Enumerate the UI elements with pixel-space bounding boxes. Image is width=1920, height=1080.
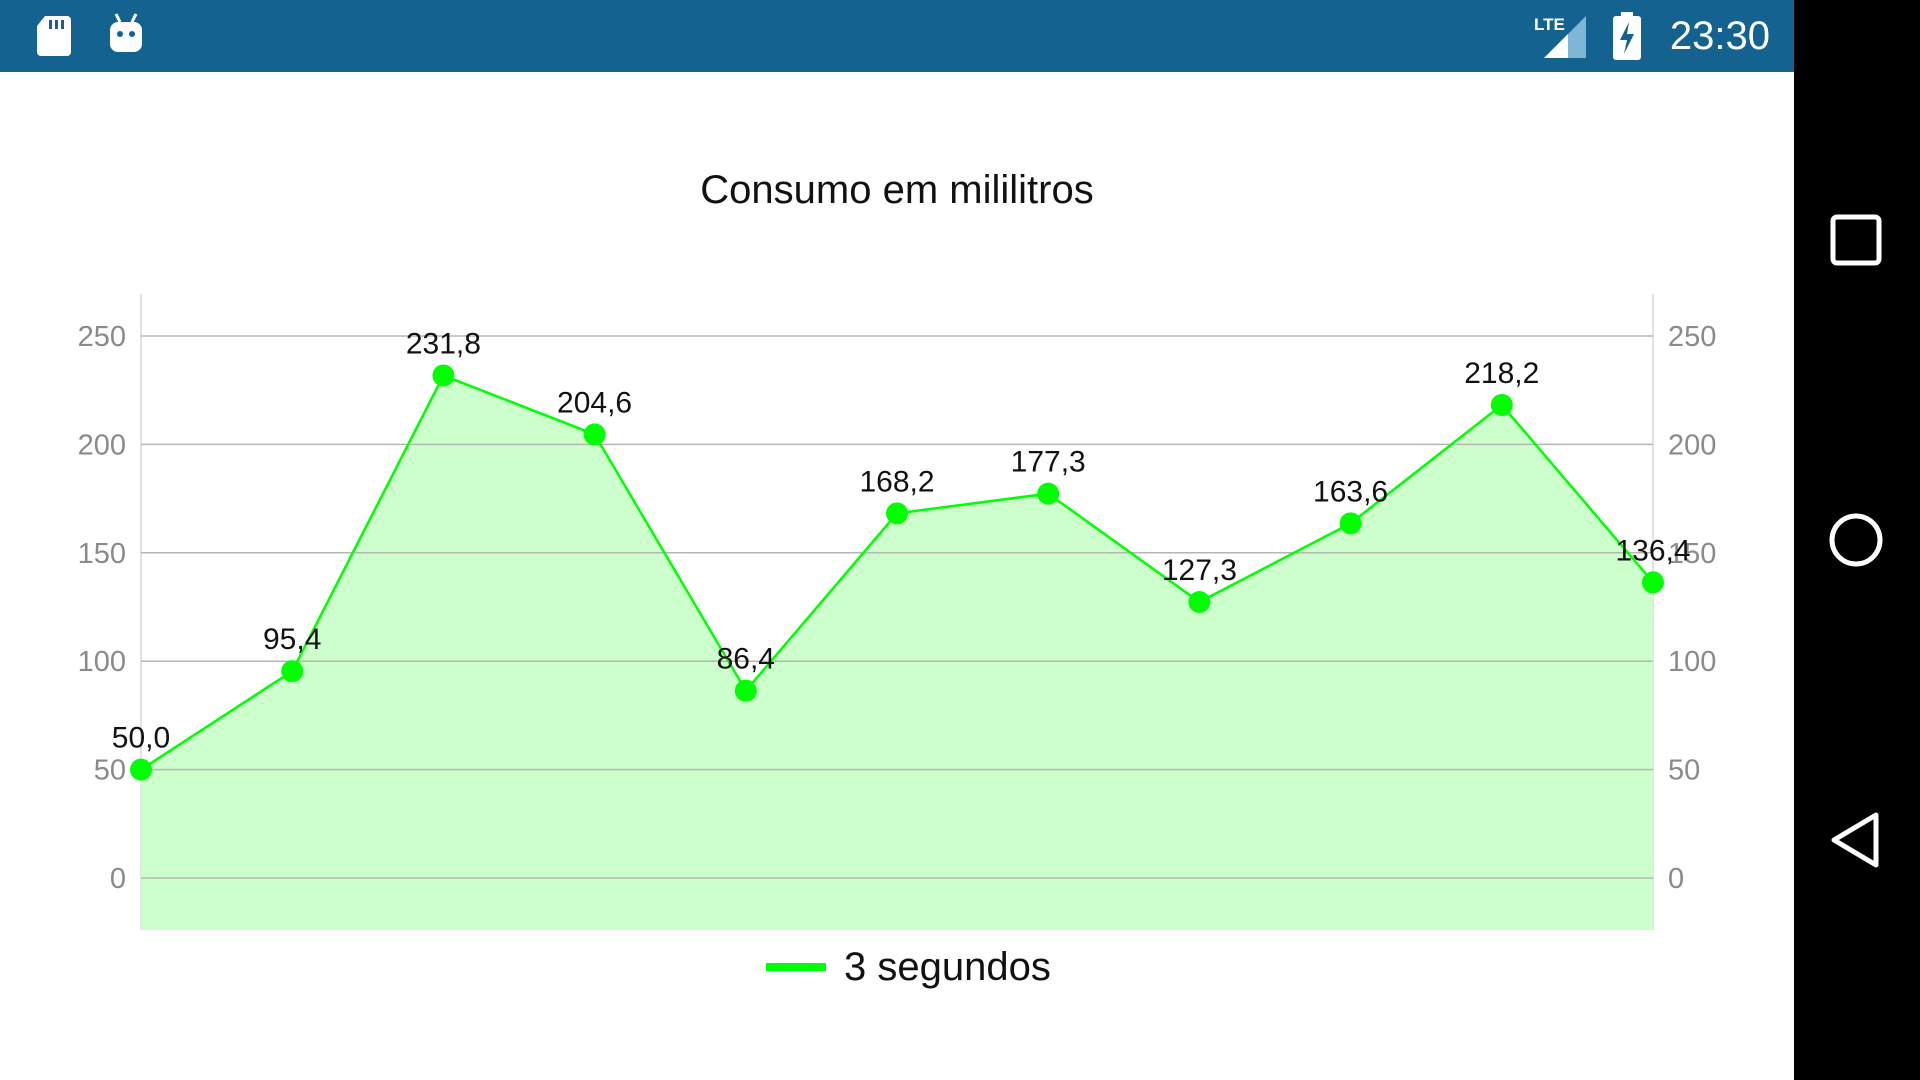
data-point xyxy=(281,660,304,683)
data-point xyxy=(1188,591,1211,614)
android-debug-icon xyxy=(110,13,142,52)
chart-plot: 0 0 50 50 100 100 150 150 200 200 250 250 50,0 95,4 23… xyxy=(78,294,1716,930)
chart-title: Consumo em mililitros xyxy=(700,168,1094,212)
data-point xyxy=(734,679,757,702)
data-label: 127,3 xyxy=(1162,554,1237,587)
data-label: 50,0 xyxy=(112,722,170,755)
legend-swatch xyxy=(766,963,826,971)
y-tick-label-left: 150 xyxy=(78,538,126,570)
y-tick-label-right: 50 xyxy=(1668,755,1700,787)
y-tick-label-left: 250 xyxy=(78,321,126,353)
y-tick-label-right: 100 xyxy=(1668,646,1716,678)
data-point xyxy=(1490,393,1513,416)
status-bar: LTE 23:30 xyxy=(0,0,1794,72)
y-tick-label-left: 0 xyxy=(110,863,126,895)
data-label: 231,8 xyxy=(406,327,481,360)
y-tick-label-right: 200 xyxy=(1668,429,1716,461)
data-point xyxy=(1037,482,1060,505)
network-label: LTE xyxy=(1534,15,1565,34)
data-label: 86,4 xyxy=(717,643,775,676)
status-clock: 23:30 xyxy=(1669,14,1770,58)
sd-card-icon xyxy=(37,16,71,56)
data-point xyxy=(432,364,455,387)
data-label: 177,3 xyxy=(1011,446,1086,479)
data-point xyxy=(130,758,152,781)
data-label: 163,6 xyxy=(1313,475,1388,508)
y-tick-label-left: 200 xyxy=(78,429,126,461)
y-tick-label-right: 250 xyxy=(1668,321,1716,353)
y-tick-label-left: 100 xyxy=(78,646,126,678)
series-area-fill xyxy=(141,375,1653,930)
y-tick-label-left: 50 xyxy=(94,755,126,787)
app-screen: LTE 23:30 Consumo em mililitros 0 0 50 50 10… xyxy=(0,0,1794,1080)
y-tick-label-right: 150 xyxy=(1668,538,1716,570)
battery-charging-icon xyxy=(1613,12,1641,60)
data-label: 204,6 xyxy=(557,386,632,419)
data-label: 218,2 xyxy=(1464,357,1539,390)
home-button[interactable] xyxy=(1824,512,1888,568)
data-label: 136,4 xyxy=(1615,534,1690,567)
chart-legend: 3 segundos xyxy=(766,942,1051,992)
legend-label: 3 segundos xyxy=(844,944,1051,989)
recents-button[interactable] xyxy=(1828,212,1884,268)
data-point xyxy=(583,423,606,446)
data-point xyxy=(886,502,908,525)
navigation-bar xyxy=(1794,0,1920,1080)
data-label: 168,2 xyxy=(859,465,934,498)
data-point xyxy=(1339,512,1362,535)
y-tick-label-right: 0 xyxy=(1668,863,1684,895)
lte-signal-icon: LTE xyxy=(1534,15,1586,58)
back-button[interactable] xyxy=(1828,810,1884,870)
data-point xyxy=(1642,571,1664,594)
data-label: 95,4 xyxy=(263,623,321,656)
